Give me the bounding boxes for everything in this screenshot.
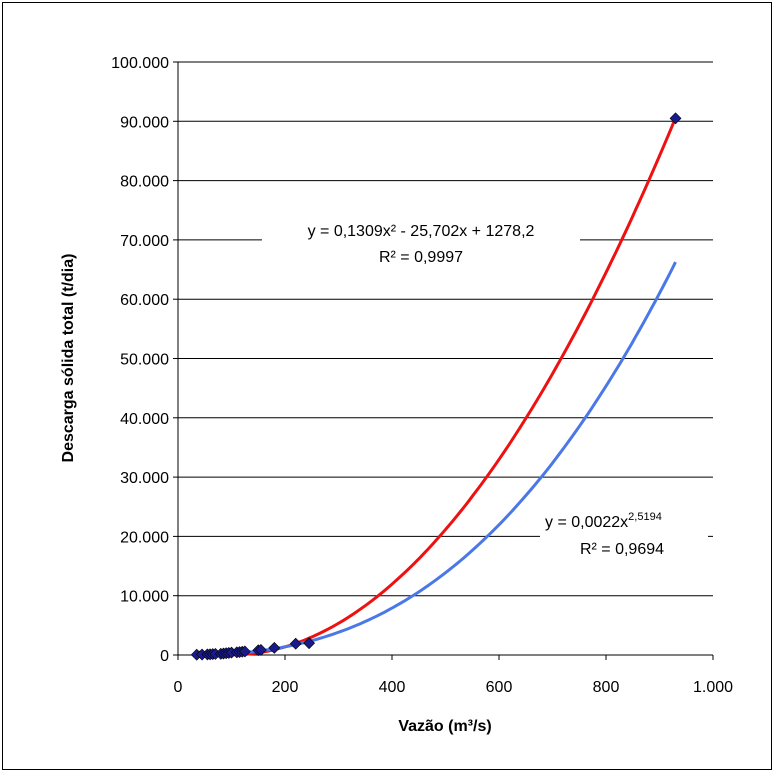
data-point (303, 637, 315, 650)
data-point (268, 641, 281, 654)
data-point (238, 645, 251, 658)
y-tick-label: 50.000 (120, 352, 169, 369)
y-tick-label: 90.000 (120, 114, 169, 131)
data-points (190, 112, 682, 661)
poly-equation-box (262, 212, 580, 272)
y-tick-label: 0 (160, 648, 169, 665)
power-equation-box (540, 503, 708, 565)
data-point (289, 637, 302, 650)
power-equation-base: y = 0,0022x (545, 514, 628, 531)
x-tick-label: 600 (486, 679, 513, 696)
poly-equation-text: y = 0,1309x² - 25,702x + 1278,2 (308, 223, 535, 240)
x-axis-title: Vazão (m³/s) (398, 718, 491, 735)
y-tick-label: 60.000 (120, 292, 169, 309)
x-tick-label: 1.000 (693, 679, 733, 696)
x-tick-labels: 0 200 400 600 800 1.000 (174, 679, 734, 696)
data-point (669, 112, 682, 125)
power-r2: R² = 0,9694 (580, 541, 664, 558)
y-tick-label: 10.000 (120, 589, 169, 606)
y-tick-label: 100.000 (111, 55, 169, 72)
y-tick-labels: 0 10.000 20.000 30.000 40.000 50.000 60.000 70.… (111, 55, 169, 665)
x-tick-label: 200 (272, 679, 299, 696)
data-point (255, 644, 267, 656)
x-tick-label: 0 (174, 679, 183, 696)
y-tick-label: 40.000 (120, 411, 169, 428)
y-tick-label: 70.000 (120, 233, 169, 250)
y-tick-label: 80.000 (120, 174, 169, 191)
x-tick-label: 400 (379, 679, 406, 696)
y-tick-label: 20.000 (120, 529, 169, 546)
poly-r2: R² = 0,9997 (379, 249, 463, 266)
axes (173, 61, 714, 660)
power-equation-exponent: 2,5194 (628, 511, 662, 523)
power-equation: y = 0,0022x2,5194 (545, 511, 662, 531)
x-tick-label: 800 (593, 679, 620, 696)
y-axis-title: Descarga sólida total (t/dia) (60, 254, 77, 463)
y-tick-label: 30.000 (120, 470, 169, 487)
poly-equation: y = 0,1309x² - 25,702x + 1278,2 (308, 223, 535, 240)
